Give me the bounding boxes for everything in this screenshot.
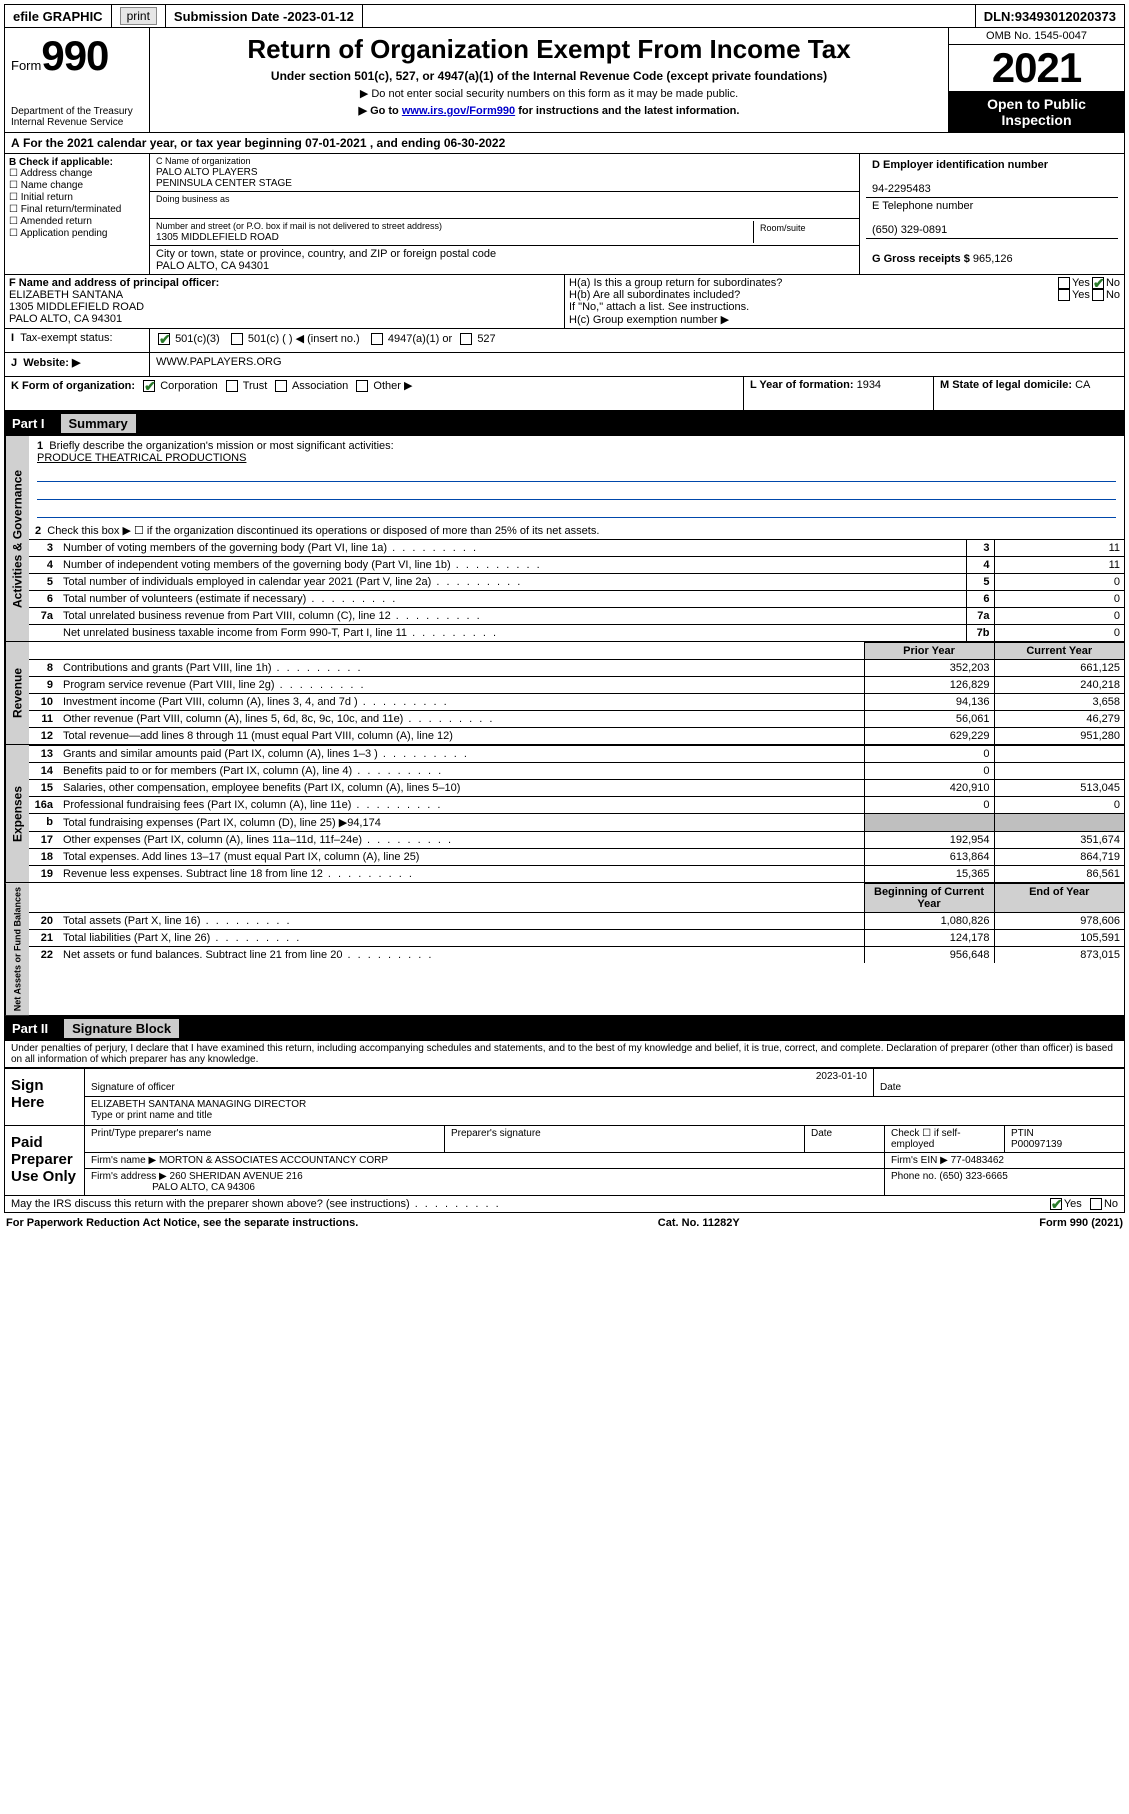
form-note1: ▶ Do not enter social security numbers o…: [160, 87, 938, 100]
tax-year: 2021: [949, 45, 1124, 91]
dln-label: DLN:: [984, 9, 1015, 24]
part1-header: Part I Summary: [4, 411, 1125, 436]
form-header: Form990 Department of the Treasury Inter…: [4, 28, 1125, 133]
row-klm: K Form of organization: Corporation Trus…: [4, 377, 1125, 411]
hb-yes[interactable]: [1058, 289, 1070, 301]
tab-expenses: Expenses: [5, 745, 29, 882]
box-f: F Name and address of principal officer:…: [5, 275, 565, 328]
subdate-value: 2023-01-12: [287, 9, 354, 24]
box-c-name: C Name of organization PALO ALTO PLAYERS…: [150, 154, 859, 192]
ha-no[interactable]: [1092, 277, 1104, 289]
part1-body: Activities & Governance 1 Briefly descri…: [4, 436, 1125, 1016]
efile-label: efile GRAPHIC: [13, 9, 103, 24]
box-c-addr: Number and street (or P.O. box if mail i…: [150, 219, 859, 246]
i-501c3[interactable]: [158, 333, 170, 345]
row-i: I Tax-exempt status: 501(c)(3) 501(c) ( …: [4, 329, 1125, 353]
open-inspection: Open to Public Inspection: [949, 91, 1124, 132]
paid-preparer-label: Paid Preparer Use Only: [5, 1126, 85, 1195]
tab-governance: Activities & Governance: [5, 436, 29, 641]
mayirs-no[interactable]: [1090, 1198, 1102, 1210]
tab-net-assets: Net Assets or Fund Balances: [5, 883, 29, 1015]
form-subtitle: Under section 501(c), 527, or 4947(a)(1)…: [160, 69, 938, 83]
form-title: Return of Organization Exempt From Incom…: [160, 34, 938, 65]
revenue-table: Prior YearCurrent Year 8Contributions an…: [29, 642, 1124, 744]
box-c-dba: Doing business as: [150, 192, 859, 219]
period-row: A For the 2021 calendar year, or tax yea…: [4, 133, 1125, 154]
mayirs-yes[interactable]: [1050, 1198, 1062, 1210]
net-assets-table: Beginning of Current YearEnd of Year 20T…: [29, 883, 1124, 963]
dln-value: 93493012020373: [1015, 9, 1116, 24]
subdate-label: Submission Date -: [174, 9, 287, 24]
ha-yes[interactable]: [1058, 277, 1070, 289]
irs-link[interactable]: www.irs.gov/Form990: [402, 105, 515, 117]
omb-number: OMB No. 1545-0047: [949, 28, 1124, 45]
tab-revenue: Revenue: [5, 642, 29, 744]
part2-header: Part II Signature Block: [4, 1016, 1125, 1041]
part2-declaration: Under penalties of perjury, I declare th…: [4, 1041, 1125, 1068]
signature-block: Sign Here 2023-01-10 Signature of office…: [4, 1068, 1125, 1196]
print-button[interactable]: print: [120, 7, 157, 25]
sign-here-label: Sign Here: [5, 1069, 85, 1125]
box-h: H(a) Is this a group return for subordin…: [565, 275, 1124, 328]
box-c-city: City or town, state or province, country…: [150, 246, 859, 274]
form-number: Form990: [11, 32, 143, 80]
governance-table: 3Number of voting members of the governi…: [29, 539, 1124, 641]
id-block: B Check if applicable: ☐ Address change …: [4, 154, 1125, 275]
top-bar: efile GRAPHIC print Submission Date - 20…: [4, 4, 1125, 28]
box-d-e-g: D Employer identification number 94-2295…: [859, 154, 1124, 274]
dept-treasury: Department of the Treasury Internal Reve…: [11, 106, 143, 128]
expenses-table: 13Grants and similar amounts paid (Part …: [29, 745, 1124, 882]
may-irs-row: May the IRS discuss this return with the…: [4, 1196, 1125, 1213]
officer-group-block: F Name and address of principal officer:…: [4, 275, 1125, 329]
row-j: J Website: ▶ WWW.PAPLAYERS.ORG: [4, 353, 1125, 377]
hb-no[interactable]: [1092, 289, 1104, 301]
box-b: B Check if applicable: ☐ Address change …: [5, 154, 150, 274]
page-footer: For Paperwork Reduction Act Notice, see …: [4, 1213, 1125, 1233]
form-note2: ▶ Go to www.irs.gov/Form990 for instruct…: [160, 104, 938, 117]
